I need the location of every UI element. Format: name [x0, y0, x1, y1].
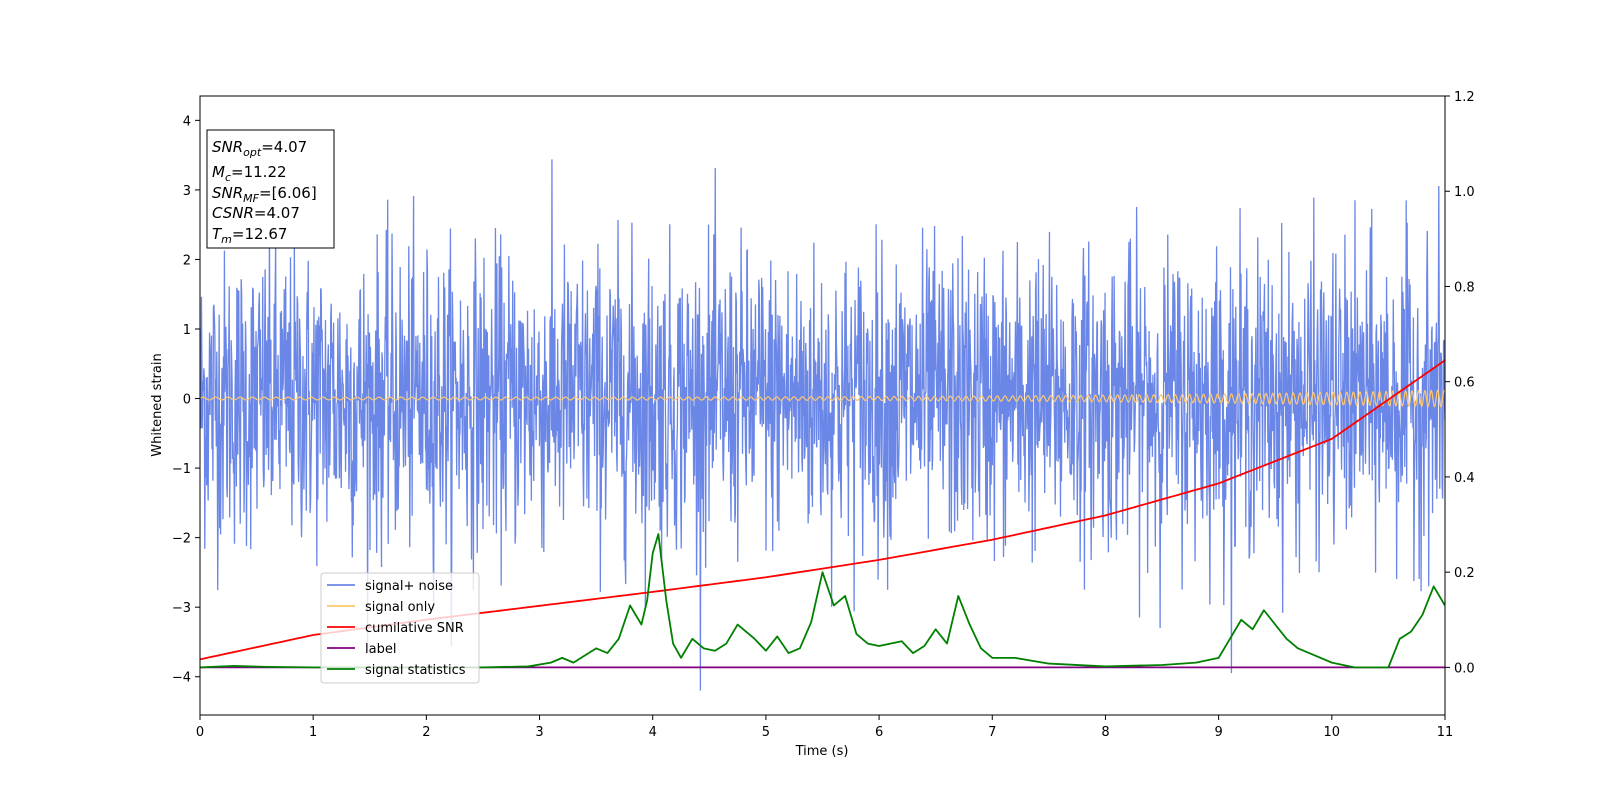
y2-tick-label: 0.4 [1454, 471, 1475, 486]
legend-frame [320, 572, 480, 684]
x-axis: 0 1 2 3 4 5 6 7 8 9 10 11 [196, 715, 1453, 740]
y2-tick-label: 0.0 [1454, 661, 1475, 676]
y-tick-label: −3 [172, 601, 191, 616]
legend-label: label [365, 642, 396, 657]
y-tick-label: −4 [172, 671, 191, 686]
legend-label: signal statistics [365, 663, 466, 678]
y-tick-label: −1 [172, 462, 191, 477]
x-tick-label: 1 [309, 725, 317, 740]
axes-frame [199, 95, 1446, 716]
annotation-line: Mc=11.22 [212, 163, 287, 184]
x-tick-label: 11 [1437, 725, 1454, 740]
annotation-line: CSNR=4.07 [212, 204, 300, 222]
y-tick-label: 3 [183, 184, 191, 199]
y-axis-label: Whitened strain [150, 353, 165, 456]
x-tick-label: 2 [422, 725, 430, 740]
y2-tick-label: 0.8 [1454, 280, 1475, 295]
annotation-line: Tm=12.67 [212, 225, 287, 246]
x-tick-label: 8 [1101, 725, 1109, 740]
x-tick-label: 7 [988, 725, 996, 740]
parameter-annotation-box: SNRopt=4.07 Mc=11.22SNRMF=[6.06]CSNR=4.07… [206, 129, 335, 249]
series-signal-statistics [200, 533, 1445, 669]
y-tick-label: −2 [172, 532, 191, 547]
annotation-line: SNRMF=[6.06] [212, 184, 317, 205]
y2-tick-label: 1.0 [1454, 185, 1475, 200]
y2-tick-label: 0.2 [1454, 566, 1475, 581]
series-signal-only [200, 389, 1445, 408]
annotation-line: SNRopt=4.07 [212, 138, 307, 159]
x-tick-label: 10 [1324, 725, 1341, 740]
legend-label: signal only [365, 600, 435, 615]
x-tick-label: 9 [1214, 725, 1222, 740]
annotation-frame [206, 129, 335, 249]
y-axis-right: 1.2 1.0 0.8 0.6 0.4 0.2 0.0 [1445, 90, 1475, 676]
y-tick-label: 1 [183, 323, 191, 338]
y2-tick-label: 1.2 [1454, 90, 1475, 105]
y-axis-left: 4 3 2 1 0 −1 −2 −3 −4 [172, 114, 200, 686]
x-tick-label: 5 [762, 725, 770, 740]
legend: signal+ noise signal only cumilative SNR la… [320, 572, 480, 684]
x-tick-label: 3 [535, 725, 543, 740]
legend-label: cumilative SNR [365, 621, 464, 636]
y-tick-label: 0 [183, 393, 191, 408]
y-tick-label: 4 [183, 114, 191, 129]
y-tick-label: 2 [183, 253, 191, 268]
x-tick-label: 0 [196, 725, 204, 740]
y2-tick-label: 0.6 [1454, 376, 1475, 391]
legend-label: signal+ noise [365, 579, 453, 594]
series-signal-noise [200, 159, 1445, 691]
x-axis-label: Time (s) [795, 744, 849, 759]
x-tick-label: 4 [649, 725, 657, 740]
x-tick-label: 6 [875, 725, 883, 740]
